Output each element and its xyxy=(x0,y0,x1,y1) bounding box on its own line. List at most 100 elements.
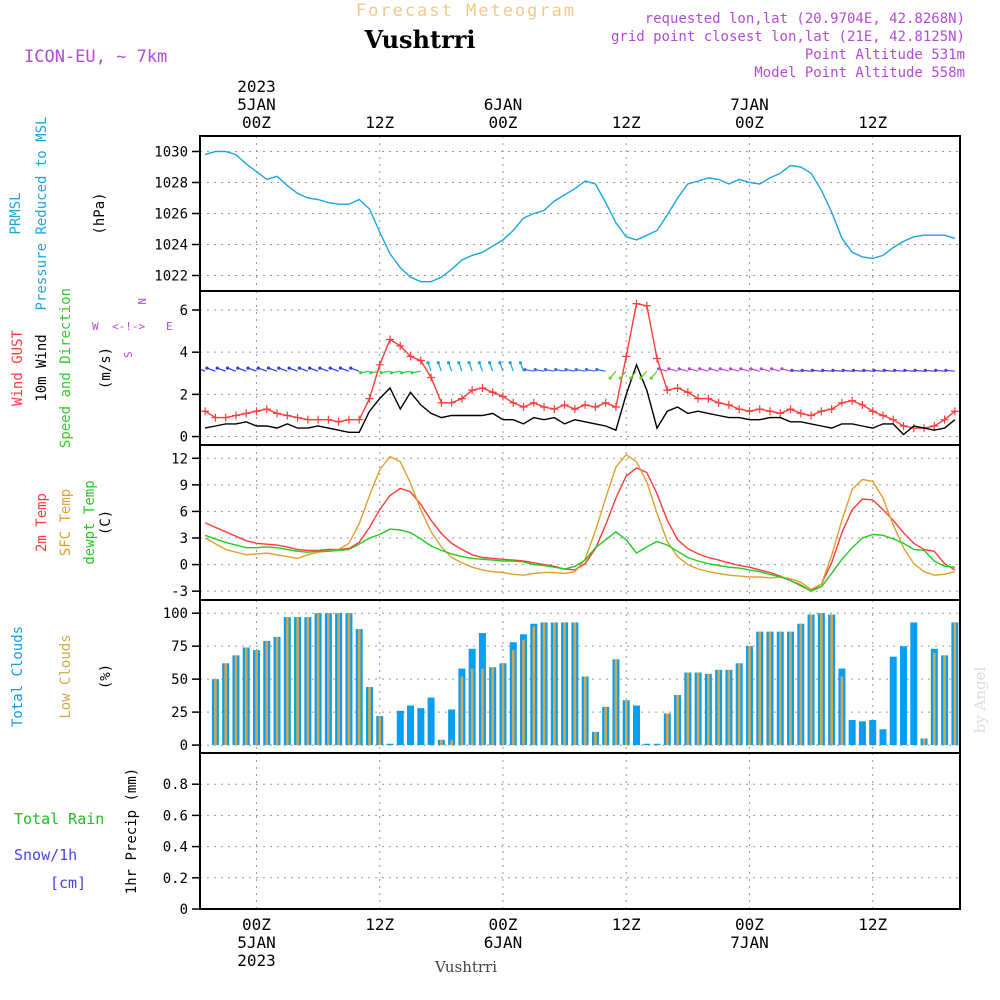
low-cloud-bar xyxy=(440,739,443,746)
gust-marker xyxy=(950,407,959,416)
gust-marker xyxy=(683,388,692,397)
bottom-time-label: 00Z xyxy=(735,915,764,934)
precip-unit: 1hr Precip (mm) xyxy=(124,768,140,894)
low-cloud-bar xyxy=(778,631,782,746)
gust-marker xyxy=(622,352,631,361)
wind-arrow-head xyxy=(708,367,712,371)
low-cloud-bar xyxy=(234,655,238,746)
total-cloud-bar xyxy=(448,709,456,746)
gust-marker xyxy=(611,403,620,412)
gust-marker xyxy=(776,409,785,418)
low-cloud-bar xyxy=(809,614,813,746)
temperature-ytick-label: 3 xyxy=(180,531,188,547)
clouds-unit: (%) xyxy=(98,664,114,689)
gust-marker xyxy=(591,403,600,412)
wind-arrow-head xyxy=(913,368,917,372)
gust-marker xyxy=(581,400,590,409)
temperature-ytick-label: 6 xyxy=(180,504,188,520)
low-cloud-bar xyxy=(347,613,351,746)
gust-marker xyxy=(396,341,405,350)
wind-ytick-label: 2 xyxy=(180,387,188,403)
low-cloud-bar xyxy=(604,706,607,746)
wind-arrow-head xyxy=(277,366,281,370)
footer-location: Vushtrri xyxy=(434,958,497,976)
2m-temp-line xyxy=(204,467,956,592)
wind-gust-line xyxy=(204,302,956,429)
total-cloud-bar xyxy=(643,743,651,746)
low-cloud-bar xyxy=(758,631,762,746)
wind-arrow-head xyxy=(256,366,260,370)
clouds-ytick-label: 0 xyxy=(180,738,188,754)
clouds-frame xyxy=(199,599,961,754)
wind-arrow-head xyxy=(518,361,523,365)
top-time-label: 00Z xyxy=(242,113,271,132)
gust-marker xyxy=(940,415,949,424)
requested-coords: requested lon,lat (20.9704E, 42.8268N) xyxy=(645,11,965,27)
gust-marker xyxy=(468,386,477,395)
gust-marker xyxy=(837,398,846,407)
total-cloud-bar xyxy=(417,708,425,746)
wind-arrow-head xyxy=(523,368,527,372)
gust-marker xyxy=(663,386,672,395)
gust-marker xyxy=(314,415,323,424)
gust-marker xyxy=(273,409,282,418)
clouds-ytick-label: 25 xyxy=(171,705,188,721)
total-cloud-bar xyxy=(889,656,897,746)
gust-marker xyxy=(868,407,877,416)
low-cloud-bar xyxy=(244,647,248,746)
low-cloud-bar xyxy=(542,622,546,746)
wind-arrow-head xyxy=(328,366,332,370)
wind-arrow-head xyxy=(769,367,774,371)
model-altitude: Model Point Altitude 558m xyxy=(754,65,965,81)
low-cloud-bar xyxy=(275,636,279,746)
wind-arrow-head xyxy=(436,361,440,365)
wind-arrow-head xyxy=(903,368,907,372)
low-cloud-bar xyxy=(553,622,556,746)
wind-arrow-head xyxy=(944,368,948,372)
wind-arrow-head xyxy=(657,367,661,371)
wind-arrow-head xyxy=(195,366,198,369)
wind-arrow-head xyxy=(882,368,886,372)
gust-marker xyxy=(375,360,384,369)
precip-ytick-label: 0 xyxy=(180,902,188,918)
low-cloud-bar xyxy=(563,622,566,746)
gust-marker xyxy=(766,407,774,416)
wind-arrow-head xyxy=(246,366,250,370)
compass-e: E xyxy=(166,320,173,333)
bottom-time-label: 2023 xyxy=(237,951,276,970)
low-cloud-bar xyxy=(614,659,618,746)
gust-marker xyxy=(735,405,744,414)
wind-arrow-head xyxy=(728,367,733,371)
low-cloud-bar xyxy=(737,663,741,746)
wind-arrow-head xyxy=(800,368,804,372)
wind-arrow-head xyxy=(400,371,404,375)
top-time-label: 7JAN xyxy=(730,95,769,114)
gust-marker xyxy=(878,411,887,420)
gust-marker xyxy=(201,407,210,416)
temperature-series-label: 2m Temp xyxy=(34,493,50,552)
wind-arrow-head xyxy=(564,368,568,372)
total-cloud-bar xyxy=(879,729,887,746)
wind-arrow-head xyxy=(618,376,623,380)
pressure-series-label: PRMSL xyxy=(8,192,24,234)
total-cloud-bar xyxy=(910,622,918,746)
wind-arrow-head xyxy=(379,371,383,375)
gust-marker xyxy=(324,415,333,424)
gust-marker xyxy=(283,411,292,420)
wind-panel: 0 2 4 6 Wind GUST 10m Wind Speed and Direction… xyxy=(10,288,961,448)
gust-marker xyxy=(427,373,436,382)
gust-marker xyxy=(488,388,497,397)
low-cloud-bar xyxy=(224,663,227,746)
wind-frame xyxy=(199,290,961,446)
low-cloud-bar xyxy=(748,646,751,746)
top-time-label: 12Z xyxy=(612,113,641,132)
wind-series-label: Speed and Direction xyxy=(58,288,74,448)
low-cloud-bar xyxy=(255,650,258,746)
gust-marker xyxy=(509,398,518,407)
low-cloud-bar xyxy=(337,613,340,746)
wind-arrow-head xyxy=(667,367,671,371)
gust-marker xyxy=(540,403,549,412)
pressure-ytick-label: 1030 xyxy=(154,145,188,161)
low-cloud-bar xyxy=(953,622,957,746)
